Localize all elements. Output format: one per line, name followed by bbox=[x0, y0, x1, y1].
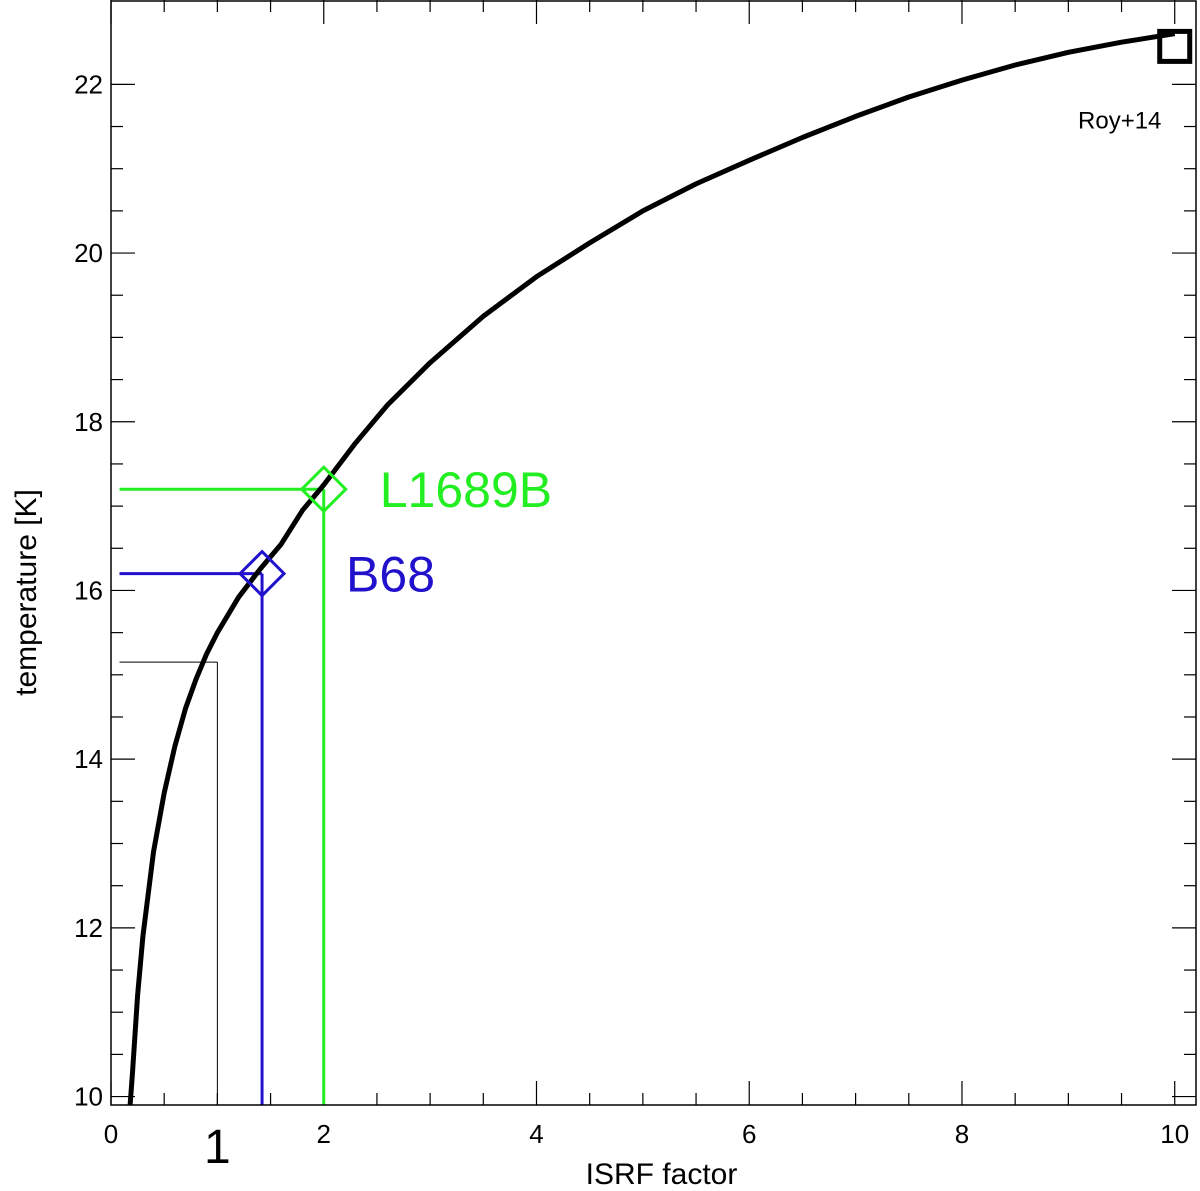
axis-ticks bbox=[110, 0, 1196, 1105]
temperature-curve bbox=[127, 31, 1176, 1106]
l1689b-label: L1689B bbox=[380, 462, 552, 518]
reference-isrf-one-label: 1 bbox=[204, 1121, 231, 1174]
marker-diamond bbox=[237, 549, 287, 598]
roy14-label: Roy+14 bbox=[1078, 107, 1161, 134]
x-tick-label: 8 bbox=[955, 1119, 969, 1149]
plot-frame bbox=[110, 0, 1197, 1106]
tick-labels: 0 2 4 6 8 10 10 12 14 16 18 20 22 bbox=[74, 69, 1189, 1149]
x-tick-label: 0 bbox=[104, 1119, 118, 1149]
x-axis-label: ISRF factor bbox=[586, 1158, 738, 1191]
y-tick-label: 18 bbox=[74, 407, 103, 437]
marker-diamond bbox=[299, 465, 348, 514]
y-axis-label: temperature [K] bbox=[10, 489, 43, 696]
b68-label: B68 bbox=[346, 547, 435, 603]
x-tick-label: 10 bbox=[1160, 1119, 1189, 1149]
y-tick-label: 22 bbox=[74, 69, 103, 99]
y-tick-label: 10 bbox=[74, 1082, 103, 1112]
y-tick-label: 20 bbox=[74, 238, 103, 268]
x-tick-label: 6 bbox=[742, 1119, 756, 1149]
marker-square bbox=[1157, 28, 1193, 64]
markers bbox=[237, 28, 1193, 598]
x-tick-label: 2 bbox=[317, 1119, 331, 1149]
guide-lines bbox=[119, 487, 326, 1105]
y-tick-label: 12 bbox=[74, 913, 103, 943]
y-tick-label: 16 bbox=[74, 575, 103, 605]
x-tick-label: 4 bbox=[529, 1119, 543, 1149]
y-tick-label: 14 bbox=[74, 744, 103, 774]
